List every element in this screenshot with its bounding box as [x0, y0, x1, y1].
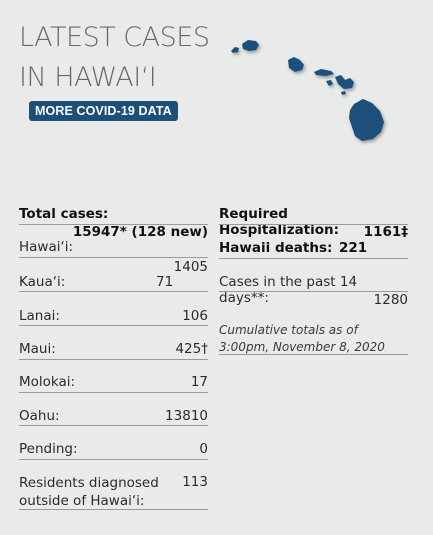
kauai-label: Kaua‘i:: [19, 274, 66, 290]
deaths-value: 221: [339, 240, 368, 256]
divider: [219, 354, 408, 355]
hospitalization-value: 1161‡: [363, 224, 408, 240]
divider: [19, 392, 208, 393]
divider: [19, 425, 208, 426]
divider: [19, 291, 208, 292]
hospitalization-label: Required Hospitalization:: [219, 206, 340, 238]
divider: [219, 224, 408, 225]
hawaii-county-label: Hawai‘i:: [19, 239, 74, 255]
molokai-label: Molokai:: [19, 374, 76, 390]
divider: [19, 224, 208, 225]
hawaii-islands-map-icon: [231, 40, 384, 141]
pending-label: Pending:: [19, 441, 78, 457]
maui-label: Maui:: [19, 341, 56, 357]
oahu-label: Oahu:: [19, 408, 60, 424]
divider: [19, 325, 208, 326]
divider: [19, 257, 208, 258]
more-covid-data-button[interactable]: MORE COVID-19 DATA: [29, 101, 178, 121]
as-of-note: Cumulative totals as of 3:00pm, November…: [219, 323, 385, 354]
divider: [19, 459, 208, 460]
page-title: LATEST CASES IN HAWAI‘I: [19, 18, 210, 98]
pending-value: 0: [199, 441, 208, 457]
past-14-days-label: Cases in the past 14 days**:: [219, 274, 358, 306]
total-cases-value: 15947* (128 new): [72, 224, 208, 240]
divider: [219, 291, 408, 292]
maui-value: 425†: [175, 341, 208, 357]
lanai-value: 106: [182, 308, 208, 324]
divider: [219, 258, 408, 259]
molokai-value: 17: [190, 374, 208, 390]
divider: [19, 359, 208, 360]
deaths-label: Hawaii deaths:: [219, 240, 333, 256]
residents-outside-value: 113: [182, 474, 208, 490]
divider: [19, 509, 208, 510]
oahu-value: 13810: [165, 408, 208, 424]
hawaii-county-value: 1405: [173, 259, 208, 275]
total-cases-label: Total cases:: [19, 206, 109, 222]
residents-outside-label: Residents diagnosed outside of Hawai‘i:: [19, 475, 159, 509]
lanai-label: Lanai:: [19, 308, 60, 324]
title-line-1: LATEST CASES: [19, 22, 210, 53]
past-14-days-value: 1280: [373, 292, 408, 308]
title-line-2: IN HAWAI‘I: [19, 62, 157, 93]
kauai-value: 71: [156, 274, 174, 290]
